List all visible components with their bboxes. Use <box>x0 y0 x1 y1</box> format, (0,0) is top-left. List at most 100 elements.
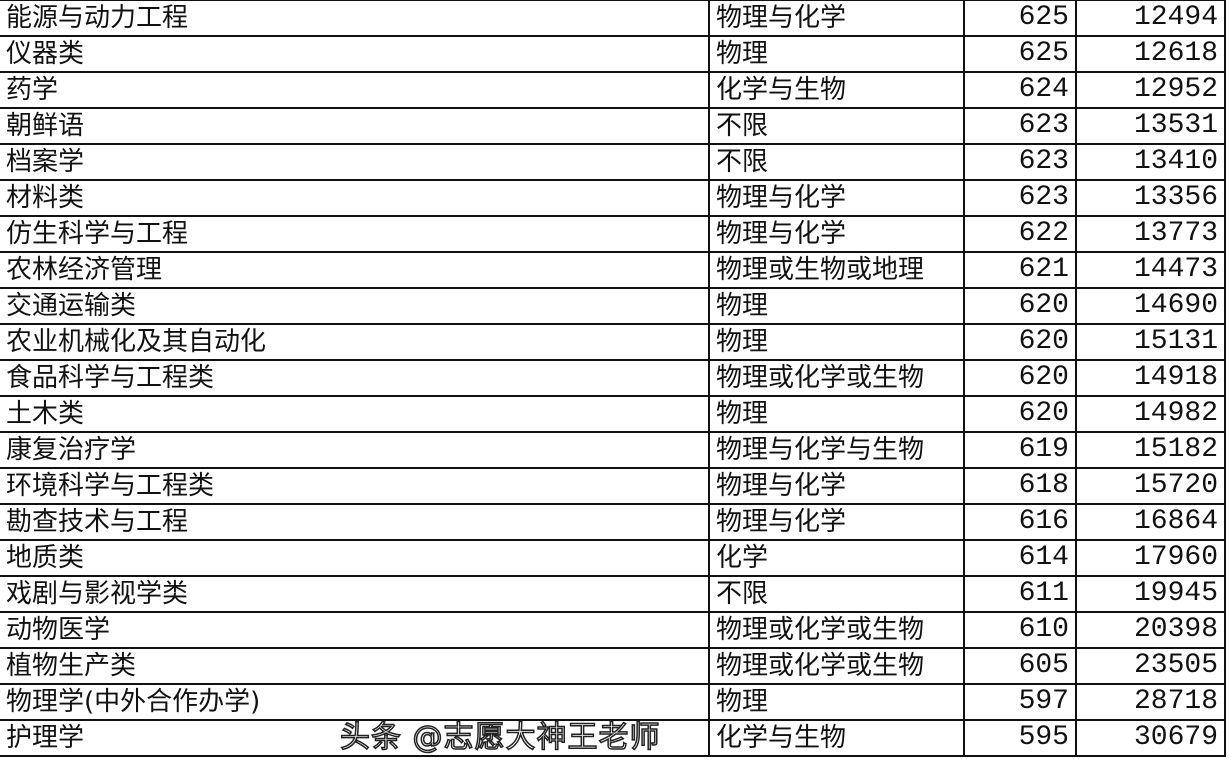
score-cell[interactable]: 624 <box>963 71 1077 109</box>
major-cell[interactable]: 环境科学与工程类 <box>0 467 710 505</box>
table-row: 仿生科学与工程 物理与化学 622 13773 <box>0 215 1226 253</box>
watermark: 头条 @志愿大神王老师 <box>339 720 661 756</box>
table-row: 农业机械化及其自动化 物理 620 15131 <box>0 323 1226 361</box>
subject-cell[interactable]: 物理 <box>708 683 965 721</box>
rank-cell[interactable]: 28718 <box>1075 683 1226 721</box>
subject-cell[interactable]: 化学与生物 <box>708 719 965 757</box>
score-cell[interactable]: 622 <box>963 215 1077 253</box>
rank-cell[interactable]: 15720 <box>1075 467 1226 505</box>
subject-cell[interactable]: 不限 <box>708 143 965 181</box>
major-cell[interactable]: 土木类 <box>0 395 710 433</box>
table-row: 材料类 物理与化学 623 13356 <box>0 179 1226 217</box>
major-cell[interactable]: 康复治疗学 <box>0 431 710 469</box>
subject-cell[interactable]: 物理 <box>708 323 965 361</box>
rank-cell[interactable]: 20398 <box>1075 611 1226 649</box>
rank-cell[interactable]: 12494 <box>1075 0 1226 37</box>
score-cell[interactable]: 623 <box>963 143 1077 181</box>
table-row: 地质类 化学 614 17960 <box>0 539 1226 577</box>
score-cell[interactable]: 621 <box>963 251 1077 289</box>
rank-cell[interactable]: 13410 <box>1075 143 1226 181</box>
table-row: 朝鲜语 不限 623 13531 <box>0 107 1226 145</box>
subject-cell[interactable]: 化学与生物 <box>708 71 965 109</box>
subject-cell[interactable]: 物理或化学或生物 <box>708 611 965 649</box>
major-cell[interactable]: 档案学 <box>0 143 710 181</box>
major-cell[interactable]: 勘查技术与工程 <box>0 503 710 541</box>
subject-cell[interactable]: 物理或生物或地理 <box>708 251 965 289</box>
score-cell[interactable]: 620 <box>963 395 1077 433</box>
rank-cell[interactable]: 17960 <box>1075 539 1226 577</box>
score-cell[interactable]: 595 <box>963 719 1077 757</box>
rank-cell[interactable]: 13773 <box>1075 215 1226 253</box>
subject-cell[interactable]: 物理或化学或生物 <box>708 647 965 685</box>
subject-cell[interactable]: 不限 <box>708 575 965 613</box>
major-cell[interactable]: 戏剧与影视学类 <box>0 575 710 613</box>
score-cell[interactable]: 623 <box>963 107 1077 145</box>
score-cell[interactable]: 625 <box>963 0 1077 37</box>
score-cell[interactable]: 610 <box>963 611 1077 649</box>
major-cell[interactable]: 食品科学与工程类 <box>0 359 710 397</box>
rank-cell[interactable]: 13356 <box>1075 179 1226 217</box>
subject-cell[interactable]: 物理与化学 <box>708 0 965 37</box>
major-cell[interactable]: 药学 <box>0 71 710 109</box>
table-row: 药学 化学与生物 624 12952 <box>0 71 1226 109</box>
subject-cell[interactable]: 化学 <box>708 539 965 577</box>
table-row: 康复治疗学 物理与化学与生物 619 15182 <box>0 431 1226 469</box>
rank-cell[interactable]: 12618 <box>1075 35 1226 73</box>
score-cell[interactable]: 625 <box>963 35 1077 73</box>
rank-cell[interactable]: 14690 <box>1075 287 1226 325</box>
score-cell[interactable]: 605 <box>963 647 1077 685</box>
rank-cell[interactable]: 19945 <box>1075 575 1226 613</box>
major-cell[interactable]: 仿生科学与工程 <box>0 215 710 253</box>
rank-cell[interactable]: 12952 <box>1075 71 1226 109</box>
major-cell[interactable]: 地质类 <box>0 539 710 577</box>
table-row: 动物医学 物理或化学或生物 610 20398 <box>0 611 1226 649</box>
table-row: 仪器类 物理 625 12618 <box>0 35 1226 73</box>
rank-cell[interactable]: 16864 <box>1075 503 1226 541</box>
subject-cell[interactable]: 物理与化学 <box>708 179 965 217</box>
rank-cell[interactable]: 14473 <box>1075 251 1226 289</box>
score-cell[interactable]: 619 <box>963 431 1077 469</box>
major-cell[interactable]: 护理学 <box>0 719 710 757</box>
score-cell[interactable]: 620 <box>963 323 1077 361</box>
major-cell[interactable]: 材料类 <box>0 179 710 217</box>
rank-cell[interactable]: 23505 <box>1075 647 1226 685</box>
subject-cell[interactable]: 物理与化学 <box>708 503 965 541</box>
score-cell[interactable]: 620 <box>963 287 1077 325</box>
subject-cell[interactable]: 物理与化学与生物 <box>708 431 965 469</box>
subject-cell[interactable]: 物理与化学 <box>708 467 965 505</box>
major-cell[interactable]: 物理学(中外合作办学) <box>0 683 710 721</box>
major-cell[interactable]: 农林经济管理 <box>0 251 710 289</box>
rank-cell[interactable]: 30679 <box>1075 719 1226 757</box>
score-cell[interactable]: 618 <box>963 467 1077 505</box>
major-cell[interactable]: 朝鲜语 <box>0 107 710 145</box>
table-row: 食品科学与工程类 物理或化学或生物 620 14918 <box>0 359 1226 397</box>
major-cell[interactable]: 植物生产类 <box>0 647 710 685</box>
score-cell[interactable]: 611 <box>963 575 1077 613</box>
major-cell[interactable]: 农业机械化及其自动化 <box>0 323 710 361</box>
rank-cell[interactable]: 13531 <box>1075 107 1226 145</box>
table-row: 档案学 不限 623 13410 <box>0 143 1226 181</box>
subject-cell[interactable]: 物理 <box>708 287 965 325</box>
table-row: 农林经济管理 物理或生物或地理 621 14473 <box>0 251 1226 289</box>
score-cell[interactable]: 597 <box>963 683 1077 721</box>
major-cell[interactable]: 能源与动力工程 <box>0 0 710 37</box>
score-cell[interactable]: 614 <box>963 539 1077 577</box>
major-cell[interactable]: 交通运输类 <box>0 287 710 325</box>
table-row: 土木类 物理 620 14982 <box>0 395 1226 433</box>
rank-cell[interactable]: 15182 <box>1075 431 1226 469</box>
rank-cell[interactable]: 14982 <box>1075 395 1226 433</box>
subject-cell[interactable]: 物理与化学 <box>708 215 965 253</box>
subject-cell[interactable]: 物理 <box>708 35 965 73</box>
table-row: 植物生产类 物理或化学或生物 605 23505 <box>0 647 1226 685</box>
major-cell[interactable]: 动物医学 <box>0 611 710 649</box>
table-row: 勘查技术与工程 物理与化学 616 16864 <box>0 503 1226 541</box>
score-cell[interactable]: 623 <box>963 179 1077 217</box>
score-cell[interactable]: 616 <box>963 503 1077 541</box>
subject-cell[interactable]: 物理或化学或生物 <box>708 359 965 397</box>
rank-cell[interactable]: 15131 <box>1075 323 1226 361</box>
subject-cell[interactable]: 物理 <box>708 395 965 433</box>
rank-cell[interactable]: 14918 <box>1075 359 1226 397</box>
score-cell[interactable]: 620 <box>963 359 1077 397</box>
major-cell[interactable]: 仪器类 <box>0 35 710 73</box>
subject-cell[interactable]: 不限 <box>708 107 965 145</box>
